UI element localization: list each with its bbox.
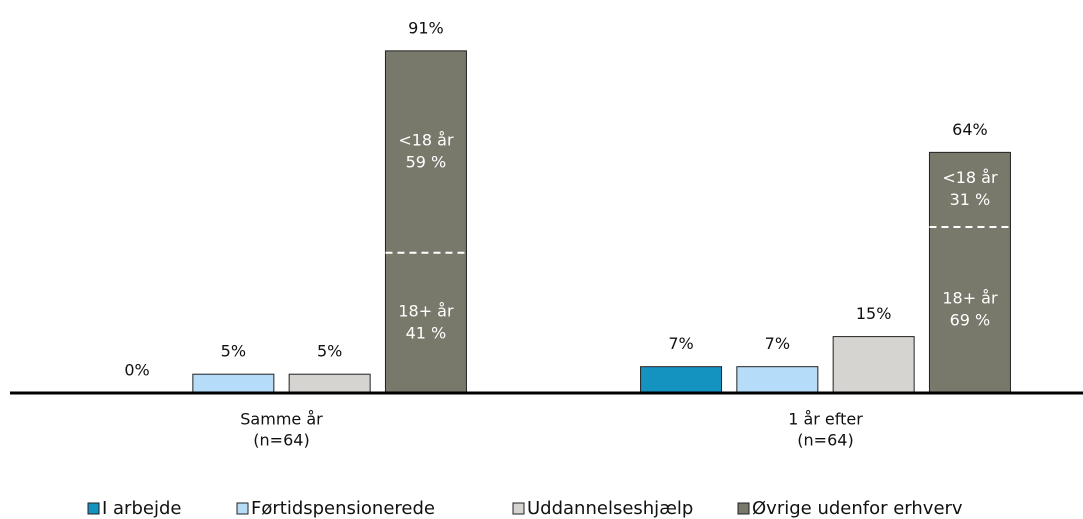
bar — [736, 366, 819, 394]
split-label: <18 år — [942, 168, 998, 187]
split-label: 18+ år — [942, 288, 998, 307]
value-label: 7% — [765, 334, 790, 353]
value-label: 5% — [221, 342, 246, 361]
split-value: 69 % — [950, 310, 991, 329]
bar — [384, 50, 467, 394]
legend-swatch — [87, 502, 100, 515]
bar — [832, 336, 915, 394]
split-value: 59 % — [406, 152, 447, 171]
value-label: 91% — [408, 18, 444, 37]
value-label: 0% — [124, 361, 149, 380]
value-label: 64% — [952, 120, 988, 139]
value-label: 7% — [668, 334, 693, 353]
bar — [928, 151, 1011, 394]
legend-label: Uddannelseshjælp — [527, 498, 693, 519]
x-tick-label: (n=64) — [253, 431, 309, 450]
bar — [192, 373, 275, 394]
legend-label: I arbejde — [102, 498, 181, 519]
x-tick-label: Samme år — [240, 410, 323, 429]
split-value: 41 % — [406, 323, 447, 342]
x-tick-label: 1 år efter — [788, 410, 863, 429]
bar — [640, 366, 723, 394]
legend-label: Øvrige udenfor erhverv — [752, 498, 963, 519]
bar — [288, 373, 371, 394]
legend-swatch — [236, 502, 249, 515]
value-label: 5% — [317, 342, 342, 361]
split-label: <18 år — [398, 130, 454, 149]
legend-swatch — [737, 502, 750, 515]
split-label: 18+ år — [398, 301, 454, 320]
legend-label: Førtidspensionerede — [251, 498, 435, 519]
legend-swatch — [512, 502, 525, 515]
x-tick-label: (n=64) — [797, 431, 853, 450]
value-label: 15% — [856, 304, 892, 323]
split-value: 31 % — [950, 190, 991, 209]
